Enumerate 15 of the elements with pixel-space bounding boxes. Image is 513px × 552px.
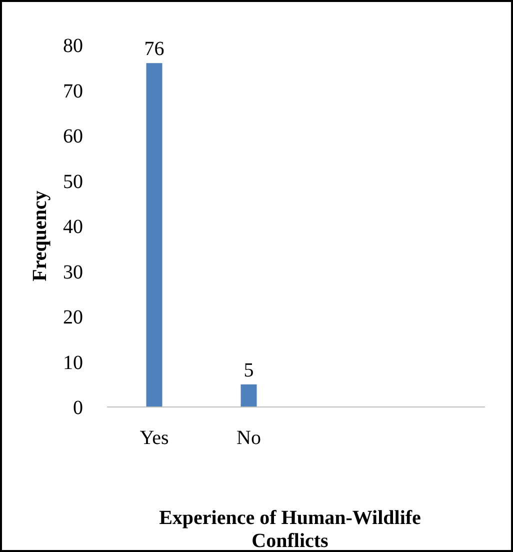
y-tick-label: 0 xyxy=(73,397,83,419)
y-tick-label: 70 xyxy=(63,80,83,102)
data-label: 76 xyxy=(144,38,164,60)
y-tick-label: 20 xyxy=(63,306,83,328)
x-axis-title: Experience of Human-Wildlife Conflicts xyxy=(159,507,422,552)
y-tick-label: 40 xyxy=(63,216,83,238)
x-tick-label: No xyxy=(236,427,261,449)
y-tick-label: 80 xyxy=(63,35,83,57)
y-tick-label: 10 xyxy=(63,352,83,374)
data-label: 5 xyxy=(244,359,254,382)
y-tick-label: 30 xyxy=(63,261,83,284)
y-axis-title: Frequency xyxy=(29,190,51,282)
x-tick-label: Yes xyxy=(140,427,170,449)
y-tick-label: 60 xyxy=(63,126,83,148)
y-tick-label: 50 xyxy=(63,170,83,193)
